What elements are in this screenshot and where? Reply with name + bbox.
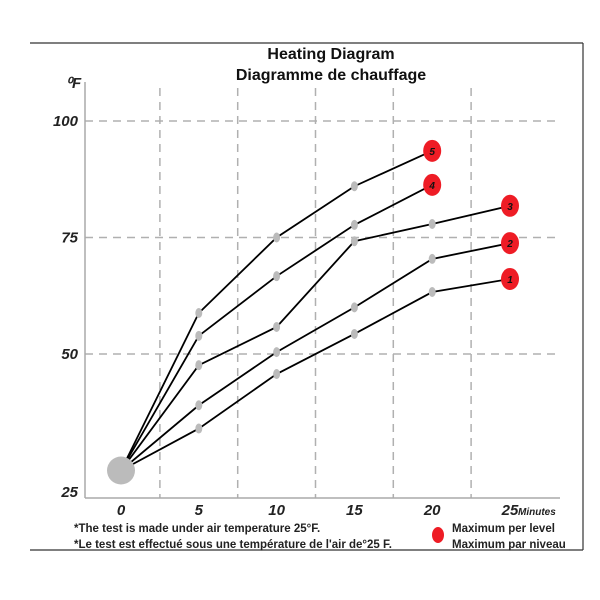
data-point — [195, 307, 203, 318]
legend-label-fr: Maximum par niveau — [452, 539, 566, 551]
max-marker-label: 2 — [506, 239, 513, 250]
data-point — [273, 369, 281, 380]
y-tick-label: 75 — [61, 230, 78, 247]
data-point — [350, 302, 358, 313]
x-tick-label: 25 — [501, 502, 519, 519]
note-english: *The test is made under air temperature … — [74, 523, 320, 535]
max-marker-label: 4 — [428, 181, 435, 192]
data-point — [273, 232, 281, 243]
y-tick-label: 25 — [60, 484, 78, 501]
max-marker — [501, 267, 519, 290]
data-point — [350, 181, 358, 192]
series-1: 1 — [120, 267, 519, 472]
max-marker-label: 3 — [507, 202, 513, 213]
max-marker — [501, 232, 519, 255]
data-point — [428, 218, 436, 229]
series-line — [120, 278, 511, 472]
series-5: 5 — [120, 139, 442, 471]
data-point — [273, 347, 281, 358]
y-tick-label: 50 — [61, 346, 78, 363]
x-tick-label: 10 — [268, 502, 285, 519]
data-point — [350, 219, 358, 230]
series-line — [120, 242, 511, 472]
legend-max-marker — [432, 527, 444, 543]
series-line — [120, 150, 433, 471]
data-point — [428, 253, 436, 264]
data-point — [195, 423, 203, 434]
y-tick-label: 100 — [53, 113, 79, 130]
data-point — [350, 328, 358, 339]
grid — [85, 88, 560, 498]
data-point — [350, 236, 358, 247]
data-point — [195, 360, 203, 371]
x-tick-label: 0 — [117, 502, 126, 519]
x-axis-label: Minutes — [518, 507, 556, 518]
x-tick-label: 15 — [346, 502, 363, 519]
max-marker — [423, 139, 442, 162]
data-point — [273, 321, 281, 332]
chart-frame — [30, 42, 584, 551]
note-french: *Le test est effectué sous une températu… — [74, 539, 392, 551]
series-3: 3 — [120, 194, 519, 472]
series-line — [120, 204, 511, 472]
chart-title: Heating Diagram — [267, 46, 394, 63]
max-marker — [423, 173, 442, 196]
max-marker — [501, 194, 519, 217]
legend-label-en: Maximum per level — [452, 523, 555, 535]
y-axis-label: ⁰F — [66, 75, 82, 92]
max-marker-label: 1 — [507, 275, 513, 286]
data-point — [273, 271, 281, 282]
data-point — [428, 287, 436, 298]
data-point — [195, 400, 203, 411]
x-tick-label: 20 — [423, 502, 441, 519]
chart-subtitle: Diagramme de chauffage — [236, 67, 426, 84]
origin-point — [107, 456, 135, 485]
x-tick-label: 5 — [195, 502, 204, 519]
max-marker-label: 5 — [429, 147, 435, 158]
series-2: 2 — [120, 232, 519, 472]
series-4: 4 — [120, 173, 442, 471]
data-point — [195, 330, 203, 341]
